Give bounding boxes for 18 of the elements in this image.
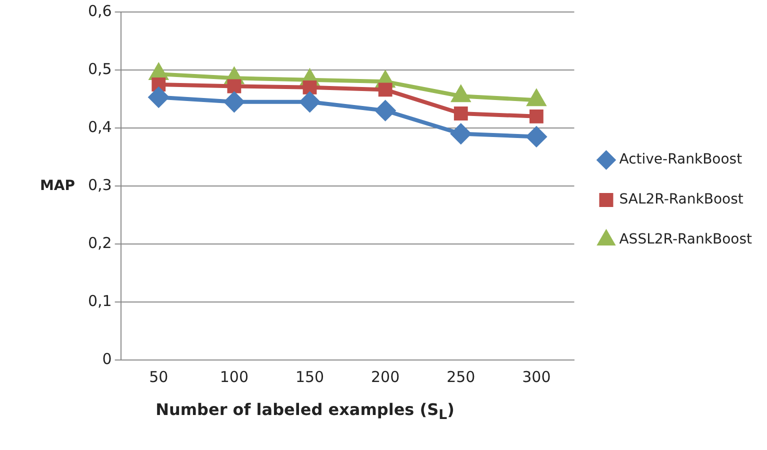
legend-label: Active-RankBoost [619,152,743,168]
y-tick-label: 0,4 [88,118,112,136]
y-tick-label: 0,3 [88,176,112,194]
x-tick-label: 300 [522,368,551,386]
x-tick-label: 100 [220,368,249,386]
legend-label: ASSL2R-RankBoost [619,232,753,248]
x-tick-label: 250 [446,368,476,386]
y-tick-label: 0,6 [88,2,112,20]
x-tick-label: 150 [295,368,324,386]
y-tick-label: 0 [102,350,112,368]
y-tick-label: 0,1 [88,292,112,310]
y-axis-title: MAP [40,178,76,194]
y-tick-label: 0,2 [88,234,112,252]
x-tick-label: 50 [149,368,168,386]
x-axis-title: Number of labeled examples (S$_{L}$) [154,400,456,424]
y-tick-label: 0,5 [88,60,112,78]
legend-label: SAL2R-RankBoost [619,192,744,208]
x-tick-label: 200 [371,368,400,386]
